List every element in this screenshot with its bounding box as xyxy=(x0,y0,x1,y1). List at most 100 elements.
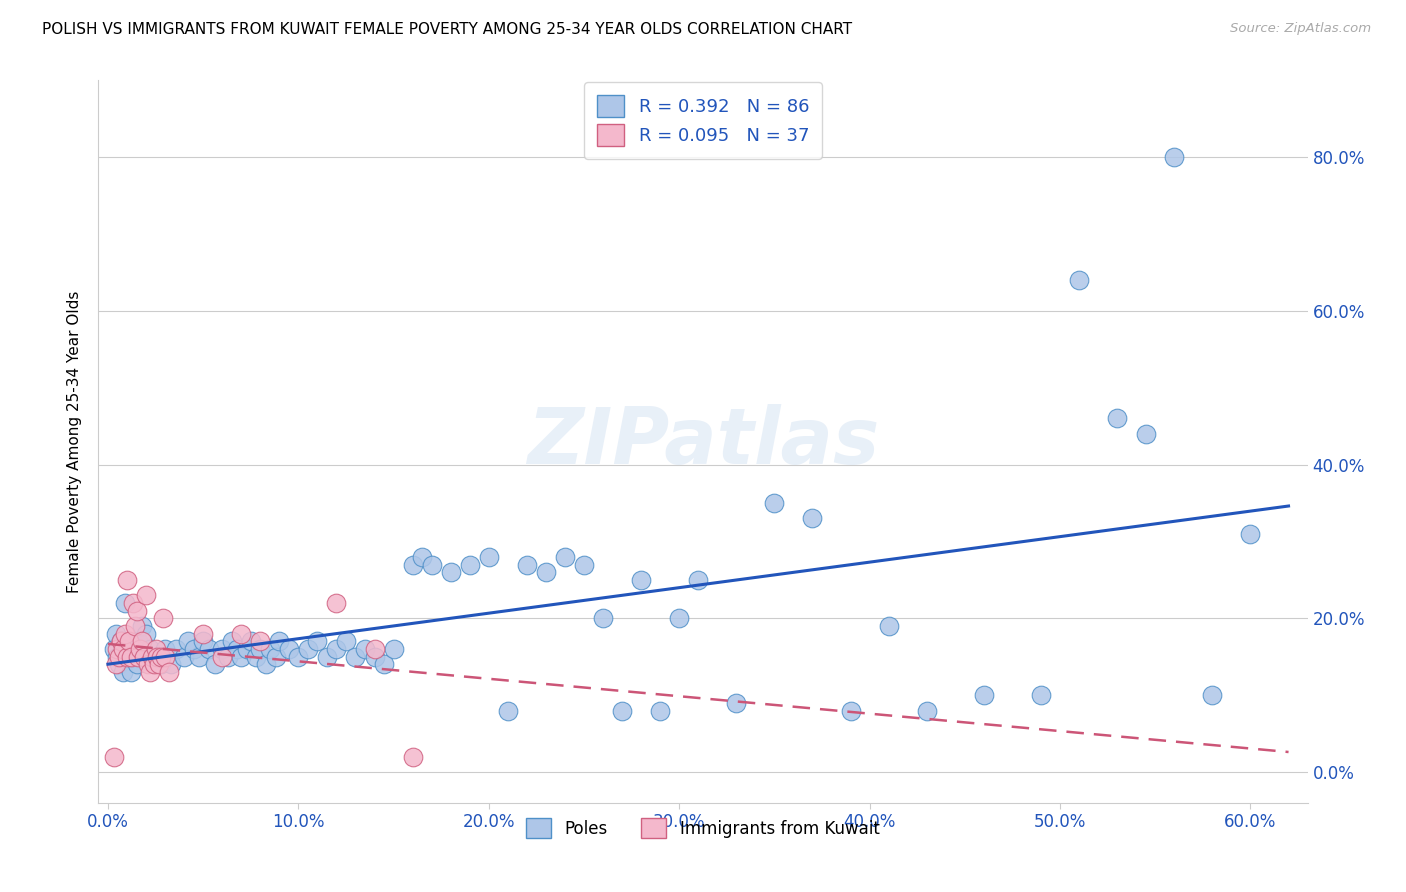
Point xyxy=(363,642,385,657)
Point xyxy=(1107,411,1129,425)
Point xyxy=(688,573,710,587)
Legend: Poles, Immigrants from Kuwait: Poles, Immigrants from Kuwait xyxy=(520,812,886,845)
Point xyxy=(183,642,205,657)
Point xyxy=(610,704,633,718)
Point xyxy=(259,642,281,657)
Point xyxy=(401,749,423,764)
Point xyxy=(420,558,443,572)
Point xyxy=(114,596,136,610)
Point xyxy=(650,704,672,718)
Point xyxy=(249,642,271,657)
Point xyxy=(153,649,176,664)
Point xyxy=(363,649,385,664)
Point xyxy=(221,634,243,648)
Point xyxy=(411,549,433,564)
Point xyxy=(264,649,287,664)
Point xyxy=(115,649,138,664)
Y-axis label: Female Poverty Among 25-34 Year Olds: Female Poverty Among 25-34 Year Olds xyxy=(67,291,83,592)
Point xyxy=(110,634,132,648)
Point xyxy=(325,642,347,657)
Point xyxy=(159,657,181,672)
Point xyxy=(157,665,180,680)
Point xyxy=(120,665,142,680)
Point xyxy=(114,626,136,640)
Point xyxy=(146,649,169,664)
Point xyxy=(245,649,267,664)
Point xyxy=(211,649,233,664)
Point xyxy=(277,642,299,657)
Point xyxy=(120,649,142,664)
Point xyxy=(115,649,138,664)
Point xyxy=(135,626,157,640)
Point xyxy=(269,634,291,648)
Point xyxy=(231,626,253,640)
Point xyxy=(1163,150,1185,164)
Point xyxy=(134,649,156,664)
Point xyxy=(877,619,900,633)
Point xyxy=(136,657,159,672)
Point xyxy=(115,573,138,587)
Point xyxy=(125,604,148,618)
Point xyxy=(516,558,538,572)
Point xyxy=(534,565,557,579)
Point xyxy=(153,642,176,657)
Point xyxy=(401,558,423,572)
Point xyxy=(131,634,153,648)
Point xyxy=(135,588,157,602)
Text: POLISH VS IMMIGRANTS FROM KUWAIT FEMALE POVERTY AMONG 25-34 YEAR OLDS CORRELATIO: POLISH VS IMMIGRANTS FROM KUWAIT FEMALE … xyxy=(42,22,852,37)
Point xyxy=(668,611,690,625)
Point xyxy=(287,649,309,664)
Point xyxy=(107,649,129,664)
Point xyxy=(110,634,132,648)
Point xyxy=(131,619,153,633)
Point xyxy=(325,596,347,610)
Point xyxy=(191,626,214,640)
Point xyxy=(134,649,156,664)
Point xyxy=(554,549,576,564)
Text: Source: ZipAtlas.com: Source: ZipAtlas.com xyxy=(1230,22,1371,36)
Point xyxy=(127,634,149,648)
Point xyxy=(152,611,174,625)
Point xyxy=(373,657,395,672)
Point xyxy=(725,696,748,710)
Point xyxy=(1067,273,1090,287)
Point xyxy=(173,649,195,664)
Point xyxy=(112,642,135,657)
Point xyxy=(139,642,162,657)
Point xyxy=(297,642,319,657)
Point xyxy=(763,496,786,510)
Point xyxy=(440,565,463,579)
Point xyxy=(103,642,125,657)
Point xyxy=(150,657,173,672)
Point xyxy=(478,549,501,564)
Point xyxy=(104,657,127,672)
Point xyxy=(107,642,129,657)
Point xyxy=(915,704,938,718)
Point xyxy=(592,611,614,625)
Point xyxy=(108,649,131,664)
Point xyxy=(145,642,167,657)
Point xyxy=(254,657,277,672)
Point xyxy=(142,657,165,672)
Text: ZIPatlas: ZIPatlas xyxy=(527,403,879,480)
Point xyxy=(112,665,135,680)
Point xyxy=(1201,688,1223,702)
Point xyxy=(103,749,125,764)
Point xyxy=(108,657,131,672)
Point xyxy=(104,626,127,640)
Point xyxy=(335,634,357,648)
Point xyxy=(198,642,221,657)
Point xyxy=(204,657,226,672)
Point xyxy=(231,649,253,664)
Point xyxy=(188,649,211,664)
Point xyxy=(973,688,995,702)
Point xyxy=(839,704,862,718)
Point xyxy=(124,619,146,633)
Point xyxy=(801,511,824,525)
Point xyxy=(121,649,143,664)
Point xyxy=(1135,426,1157,441)
Point xyxy=(211,642,233,657)
Point xyxy=(166,642,188,657)
Point xyxy=(496,704,519,718)
Point xyxy=(249,634,271,648)
